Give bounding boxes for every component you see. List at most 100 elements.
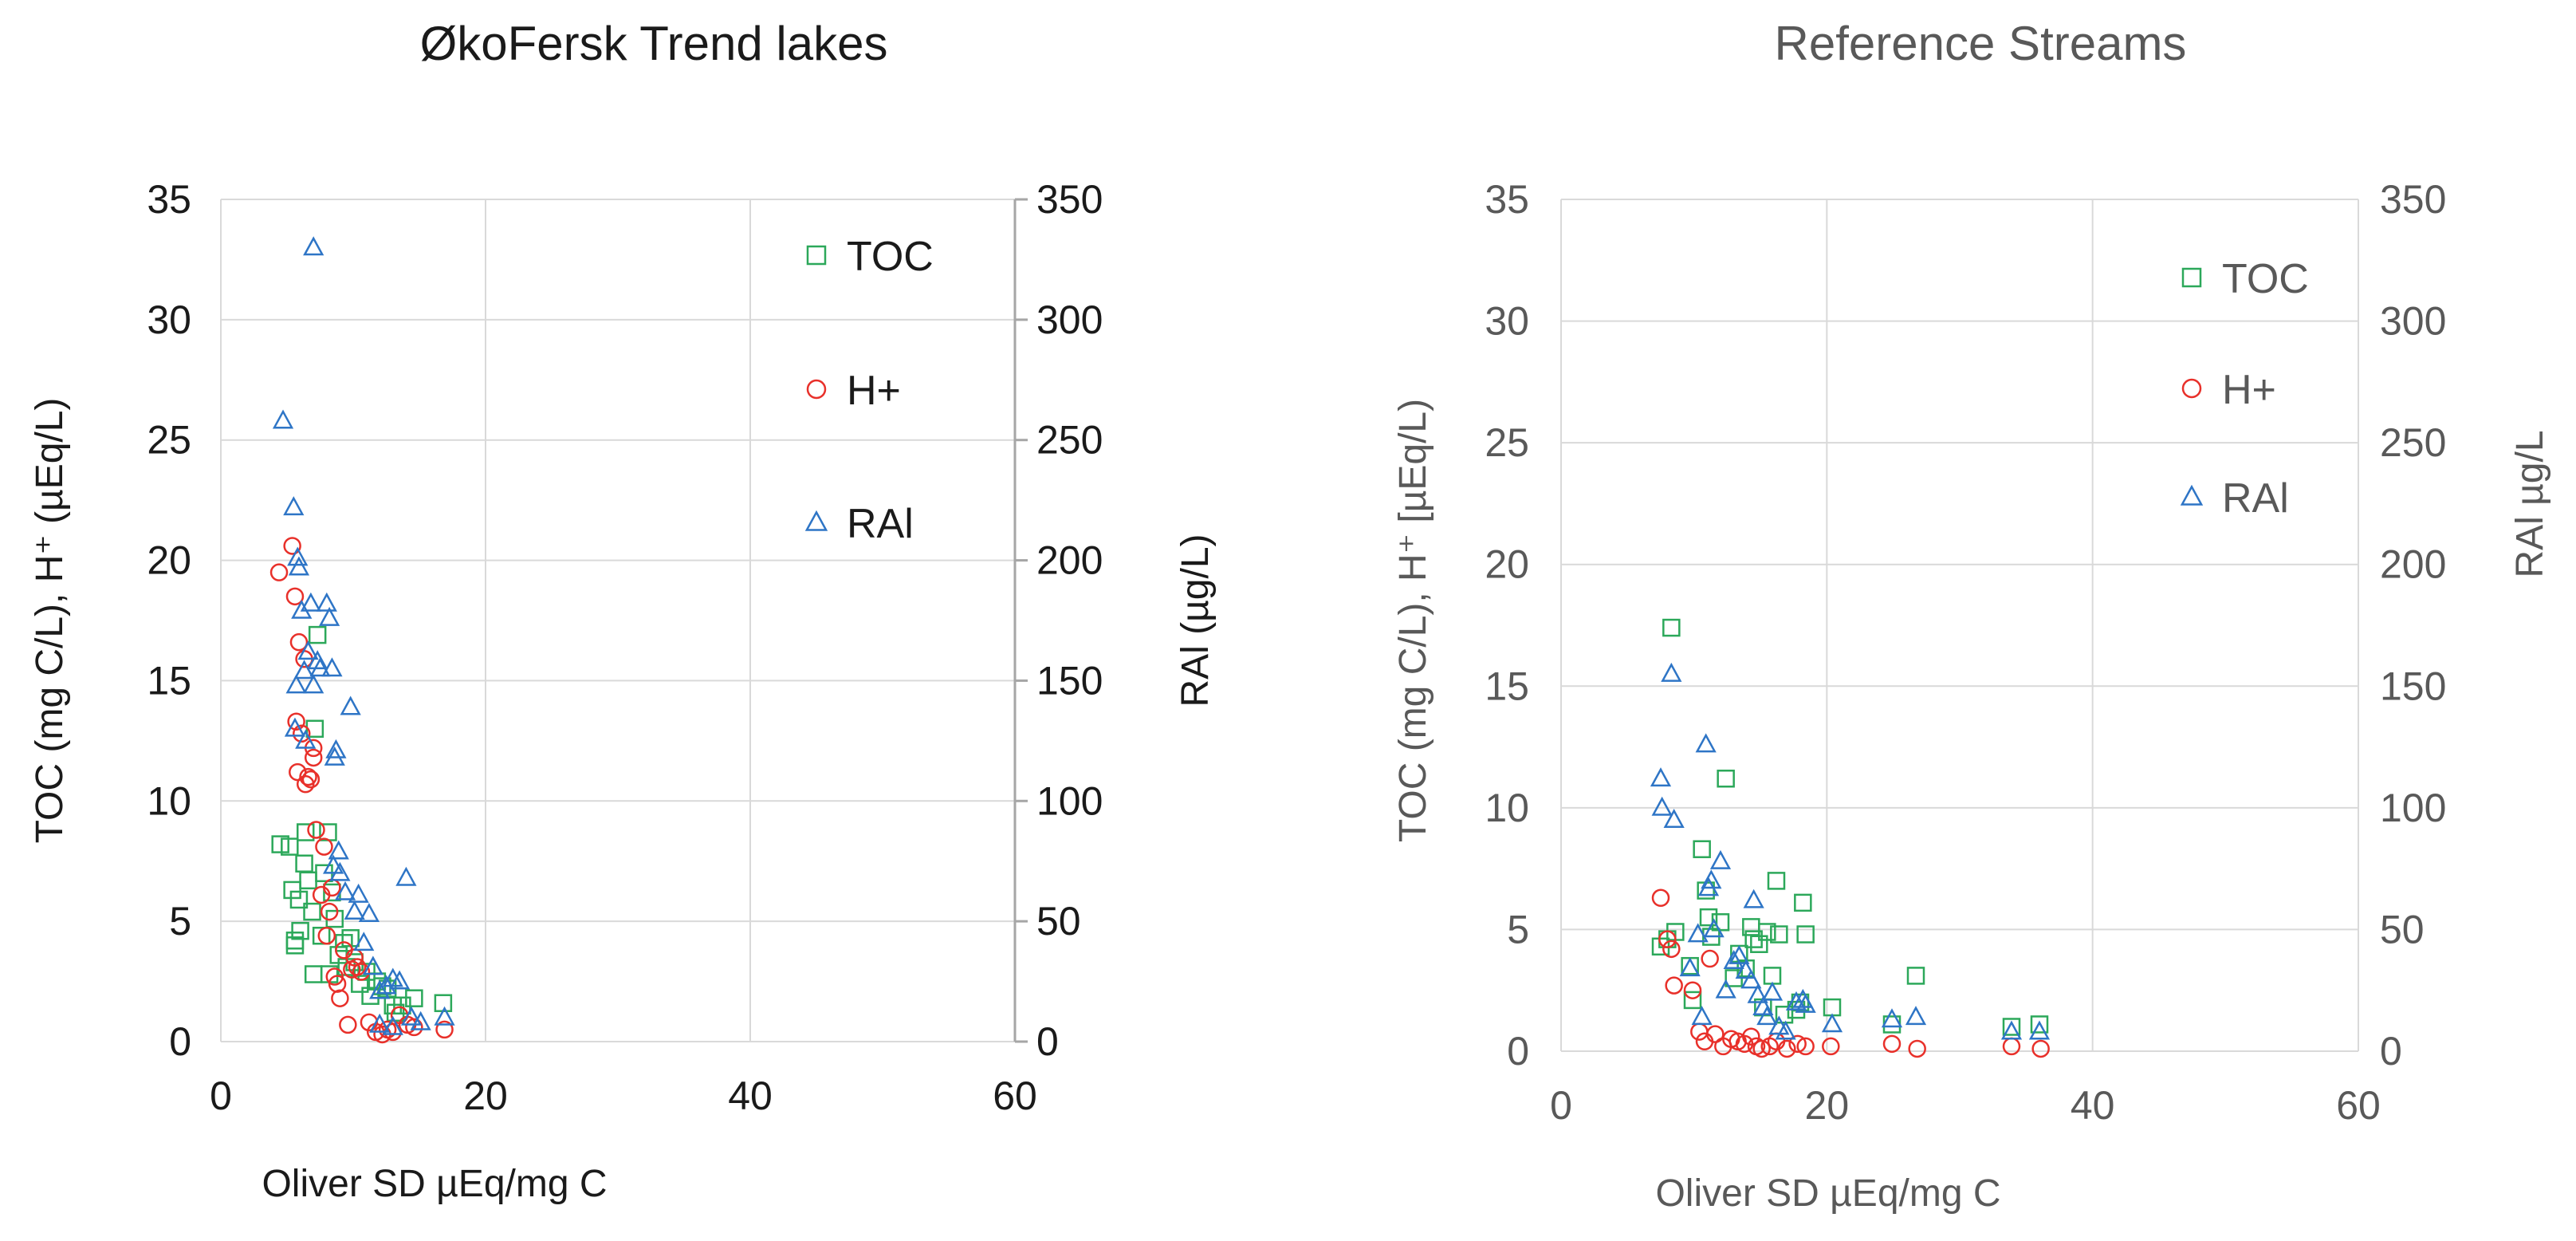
point-h bbox=[339, 1015, 357, 1034]
y-tick-label: 35 bbox=[1485, 177, 1529, 222]
point-toc bbox=[1763, 967, 1782, 985]
point-toc bbox=[335, 934, 353, 952]
y-tick-label: 0 bbox=[1507, 1029, 1529, 1074]
gridlines bbox=[1560, 199, 2359, 1052]
point-ral bbox=[285, 674, 307, 694]
point-ral bbox=[1743, 888, 1764, 908]
point-h bbox=[352, 963, 371, 981]
point-ral bbox=[353, 932, 375, 951]
point-toc bbox=[281, 837, 299, 856]
point-toc bbox=[1717, 769, 1735, 788]
y-axis-label: TOC (mg C/L), H⁺ [µEq/L) bbox=[1392, 399, 1434, 842]
point-ral bbox=[400, 1006, 423, 1026]
y2-axis-label: RAl µg/L bbox=[2509, 430, 2551, 577]
point-toc bbox=[283, 881, 301, 900]
point-ral bbox=[328, 840, 349, 860]
y2-tick-label: 250 bbox=[1036, 418, 1103, 463]
x-tick-label: 60 bbox=[2336, 1083, 2381, 1128]
point-ral bbox=[1695, 733, 1717, 753]
point-h bbox=[1651, 888, 1670, 908]
point-ral bbox=[297, 640, 319, 660]
legend: TOC H+ RAl bbox=[2180, 256, 2309, 522]
point-toc bbox=[1767, 872, 1786, 890]
y2-tick-label: 200 bbox=[1036, 538, 1103, 583]
point-h bbox=[1690, 1022, 1709, 1041]
point-ral bbox=[1723, 949, 1744, 969]
point-h bbox=[299, 767, 317, 786]
legend-label: RAl bbox=[847, 501, 914, 547]
point-ral bbox=[1703, 918, 1725, 938]
point-h bbox=[1701, 949, 1719, 968]
y2-tick-label: 300 bbox=[2380, 299, 2446, 344]
legend-marker bbox=[806, 245, 827, 266]
point-ral bbox=[303, 236, 324, 256]
point-ral bbox=[1747, 983, 1768, 1003]
point-toc bbox=[1775, 1005, 1794, 1024]
legend-marker bbox=[2180, 484, 2204, 506]
point-ral bbox=[2028, 1020, 2051, 1040]
point-toc bbox=[295, 854, 313, 873]
legend-label: H+ bbox=[2222, 367, 2276, 413]
point-ral bbox=[1701, 869, 1722, 889]
point-toc bbox=[1662, 618, 1681, 637]
point-h bbox=[405, 1018, 423, 1037]
point-ral bbox=[1651, 796, 1673, 816]
point-toc bbox=[1758, 923, 1776, 941]
point-ral bbox=[1761, 981, 1784, 1001]
point-h bbox=[320, 902, 339, 921]
point-ral bbox=[1735, 959, 1756, 979]
point-toc bbox=[2002, 1018, 2021, 1036]
point-toc bbox=[1770, 925, 1788, 944]
y-axis-label: TOC (mg C/L), H⁺ (µEq/L) bbox=[29, 398, 71, 844]
point-ral bbox=[348, 883, 369, 903]
point-toc bbox=[1906, 967, 1925, 985]
point-toc bbox=[271, 835, 289, 853]
point-ral bbox=[303, 674, 324, 694]
point-h bbox=[315, 837, 333, 856]
point-toc bbox=[289, 890, 309, 909]
y2-tick-label: 150 bbox=[1036, 658, 1103, 703]
y2-tick-label: 100 bbox=[2380, 786, 2446, 830]
point-ral bbox=[434, 1006, 455, 1026]
point-ral bbox=[1661, 662, 1682, 682]
y-tick-label: 15 bbox=[1485, 664, 1529, 708]
point-ral bbox=[307, 650, 328, 670]
point-ral bbox=[288, 556, 310, 576]
point-h bbox=[1658, 930, 1677, 948]
point-toc bbox=[296, 823, 315, 841]
point-toc bbox=[1693, 840, 1711, 858]
y-tick-label: 20 bbox=[147, 538, 191, 583]
x-tick-label: 20 bbox=[1805, 1083, 1850, 1128]
point-toc bbox=[2030, 1015, 2049, 1034]
point-ral bbox=[395, 866, 417, 886]
x-tick-label: 20 bbox=[463, 1074, 508, 1118]
point-ral bbox=[287, 546, 309, 566]
point-ral bbox=[272, 409, 294, 429]
point-ral bbox=[344, 900, 365, 920]
y-tick-label: 10 bbox=[1485, 786, 1529, 830]
point-ral bbox=[1905, 1006, 1927, 1026]
legend-label: RAl bbox=[2222, 475, 2289, 522]
data-points bbox=[269, 236, 455, 1044]
x-tick-label: 40 bbox=[2071, 1083, 2115, 1128]
point-ral bbox=[283, 496, 305, 516]
point-h bbox=[269, 563, 289, 581]
point-ral bbox=[382, 1015, 403, 1035]
point-toc bbox=[1794, 893, 1812, 912]
point-ral bbox=[293, 660, 315, 680]
point-ral bbox=[1691, 1006, 1713, 1026]
y-tick-label: 10 bbox=[147, 778, 191, 823]
point-ral bbox=[300, 592, 321, 612]
legend-label: H+ bbox=[847, 368, 901, 414]
point-h bbox=[1908, 1039, 1926, 1058]
gridlines bbox=[220, 199, 1016, 1042]
y2-tick-label: 50 bbox=[1036, 899, 1081, 944]
legend-label: TOC bbox=[847, 234, 934, 280]
point-ral bbox=[1756, 1006, 1778, 1026]
point-ral bbox=[321, 657, 343, 677]
point-toc bbox=[405, 989, 423, 1007]
point-ral bbox=[369, 979, 391, 999]
y2-tick-label: 150 bbox=[2380, 664, 2446, 708]
